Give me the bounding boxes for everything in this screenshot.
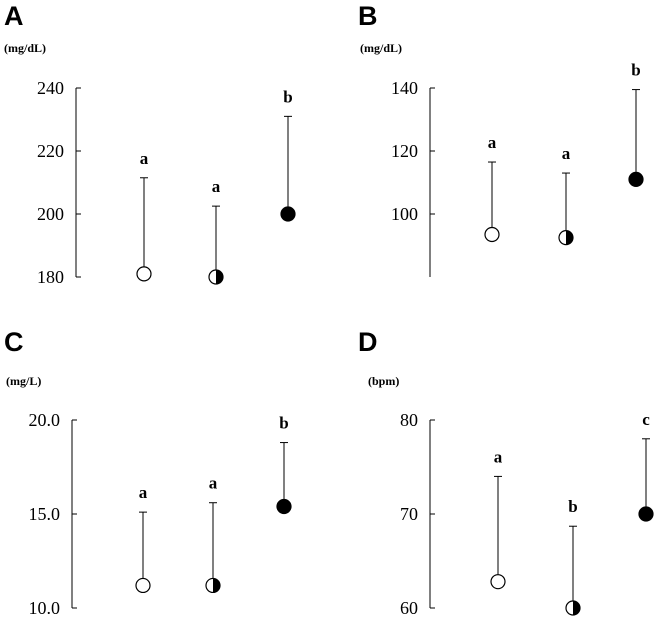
open-circle-marker: [135, 577, 151, 594]
panel-a-point-half: [208, 269, 224, 285]
panel-a-unit-label: (mg/dL): [4, 41, 46, 55]
panel-a-point-open: [136, 266, 152, 282]
half-circle-marker-fill: [566, 230, 573, 245]
panel-c-point-open: [135, 577, 151, 594]
panel-a-y-tick-label: 180: [37, 267, 64, 287]
panel-c-point-half: [205, 577, 221, 594]
half-circle-marker-fill: [216, 270, 223, 284]
half-circle-marker-fill: [573, 601, 580, 615]
panel-b-unit-label: (mg/dL): [360, 41, 402, 55]
panel-a-point-filled: [280, 206, 296, 222]
panel-d-label: D: [358, 327, 378, 357]
panel-c-y-tick-label: 15.0: [29, 504, 61, 524]
panel-c-significance-letter: b: [279, 414, 288, 433]
panel-a-significance-letter: a: [212, 177, 221, 196]
panel-b-plot: 100 120 140 a a b: [391, 61, 644, 277]
panel-b-significance-letter: a: [488, 133, 497, 152]
panel-a: A (mg/dL): [4, 1, 46, 55]
panel-b-point-open: [484, 226, 500, 243]
panel-c-significance-letter: a: [209, 474, 218, 493]
panel-c-point-filled: [276, 498, 292, 515]
panel-a-y-tick-label: 240: [37, 78, 64, 98]
panel-a-label: A: [4, 1, 24, 31]
panel-c-y-tick-label: 20.0: [29, 410, 61, 430]
panel-d-point-filled: [638, 506, 654, 522]
filled-circle-marker: [276, 498, 292, 515]
panel-d-point-half: [565, 600, 581, 616]
panel-a-y-tick-label: 220: [37, 141, 64, 161]
panel-b-point-filled: [628, 171, 644, 187]
panel-d-plot: 60 70 80 a b c: [400, 410, 654, 618]
panel-b: B (mg/dL): [358, 1, 402, 55]
panel-c-y-tick-label: 10.0: [29, 598, 61, 618]
panel-a-y-tick-label: 200: [37, 204, 64, 224]
panel-b-y-tick-label: 120: [391, 141, 418, 161]
panel-c-significance-letter: a: [139, 483, 148, 502]
open-circle-marker: [484, 226, 500, 243]
panel-a-plot: 180 200 220 240 a a b: [37, 78, 296, 287]
panel-d: D (bpm): [358, 327, 399, 388]
panel-c: C (mg/L): [4, 327, 41, 388]
panel-b-significance-letter: a: [562, 144, 571, 163]
panel-d-significance-letter: b: [568, 497, 577, 516]
panel-d-unit-label: (bpm): [368, 374, 399, 388]
panel-d-y-tick-label: 70: [400, 504, 418, 524]
panel-b-significance-letter: b: [631, 61, 640, 80]
open-circle-marker: [136, 266, 152, 282]
open-circle-marker: [490, 574, 506, 590]
panel-d-y-tick-label: 80: [400, 410, 418, 430]
panel-b-y-tick-label: 140: [391, 78, 418, 98]
panel-b-y-tick-label: 100: [391, 204, 418, 224]
filled-circle-marker: [628, 171, 644, 187]
panel-b-point-half: [558, 230, 574, 246]
panel-d-significance-letter: c: [642, 410, 650, 429]
panel-c-plot: 10.0 15.0 20.0 a a b: [29, 410, 292, 618]
half-circle-marker-fill: [213, 578, 221, 593]
filled-circle-marker: [280, 206, 296, 222]
panel-a-significance-letter: b: [283, 87, 292, 106]
panel-d-significance-letter: a: [494, 447, 503, 466]
panel-d-y-tick-label: 60: [400, 598, 418, 618]
filled-circle-marker: [638, 506, 654, 522]
panel-d-point-open: [490, 574, 506, 590]
panel-c-label: C: [4, 327, 24, 357]
panel-b-label: B: [358, 1, 378, 31]
panel-a-significance-letter: a: [140, 149, 149, 168]
panel-c-unit-label: (mg/L): [6, 374, 41, 388]
